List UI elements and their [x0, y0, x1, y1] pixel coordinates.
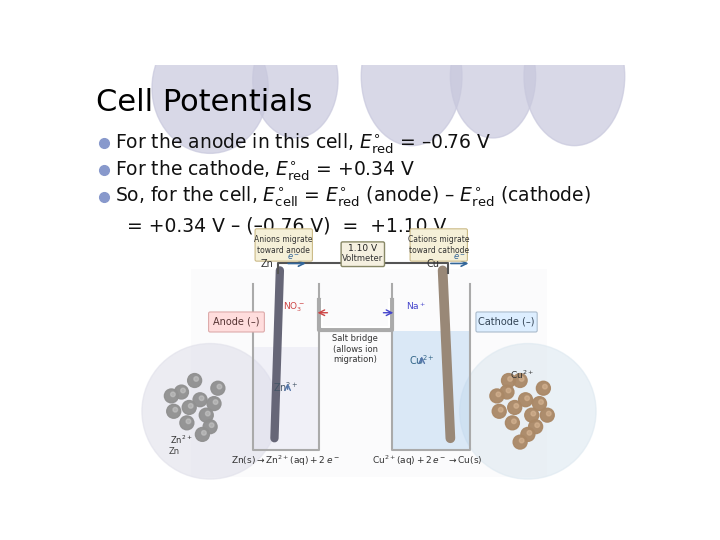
FancyBboxPatch shape — [341, 242, 384, 267]
FancyBboxPatch shape — [392, 330, 469, 450]
Circle shape — [203, 420, 217, 434]
Circle shape — [502, 374, 516, 387]
Circle shape — [173, 408, 178, 412]
Circle shape — [514, 403, 518, 408]
Circle shape — [492, 404, 506, 418]
Text: Zn: Zn — [168, 447, 179, 456]
Text: 1.10 V: 1.10 V — [348, 244, 377, 253]
FancyBboxPatch shape — [191, 269, 547, 477]
Text: $e^-$: $e^-$ — [287, 252, 300, 261]
Circle shape — [180, 416, 194, 430]
Text: Cell Potentials: Cell Potentials — [96, 88, 312, 117]
Circle shape — [210, 423, 214, 428]
Circle shape — [525, 396, 529, 401]
Circle shape — [207, 397, 221, 410]
Text: $\mathrm{Cu}^{2+}\mathrm{(aq)} + 2\,e^- \rightarrow \mathrm{Cu(s)}$: $\mathrm{Cu}^{2+}\mathrm{(aq)} + 2\,e^- … — [372, 453, 482, 468]
Circle shape — [199, 408, 213, 422]
Text: $\mathrm{Zn(s)} \rightarrow \mathrm{Zn}^{2+}\mathrm{(aq)} + 2\,e^-$: $\mathrm{Zn(s)} \rightarrow \mathrm{Zn}^… — [231, 453, 340, 468]
Text: $\mathrm{Cu}^{2+}$: $\mathrm{Cu}^{2+}$ — [510, 369, 534, 381]
Circle shape — [519, 377, 524, 381]
Ellipse shape — [152, 23, 269, 153]
Text: Anions migrate
toward anode: Anions migrate toward anode — [254, 235, 313, 255]
Text: Voltmeter: Voltmeter — [342, 254, 384, 264]
Circle shape — [513, 374, 527, 387]
Circle shape — [164, 389, 179, 403]
Text: $\mathrm{NO_3^-}$: $\mathrm{NO_3^-}$ — [283, 301, 305, 314]
Circle shape — [540, 408, 554, 422]
Circle shape — [546, 411, 551, 416]
Circle shape — [525, 408, 539, 422]
FancyBboxPatch shape — [209, 312, 264, 332]
Circle shape — [512, 419, 516, 423]
Text: $\mathrm{Cu}^{2+}$: $\mathrm{Cu}^{2+}$ — [409, 353, 434, 367]
Circle shape — [171, 392, 175, 397]
Text: So, for the cell, $\mathit{E}^{\circ}_{\mathrm{cell}}$ = $\mathit{E}^{\circ}_{\m: So, for the cell, $\mathit{E}^{\circ}_{\… — [114, 185, 591, 210]
Circle shape — [513, 435, 527, 449]
Circle shape — [543, 384, 547, 389]
Circle shape — [508, 401, 522, 414]
Text: For the cathode, $\mathit{E}^{\circ}_{\mathrm{red}}$ = +0.34 V: For the cathode, $\mathit{E}^{\circ}_{\m… — [114, 158, 415, 183]
Circle shape — [193, 393, 207, 407]
Circle shape — [186, 419, 191, 423]
Ellipse shape — [253, 23, 338, 138]
Circle shape — [459, 343, 596, 479]
Circle shape — [195, 428, 210, 441]
Circle shape — [539, 400, 544, 404]
Circle shape — [533, 397, 546, 410]
Circle shape — [199, 396, 204, 401]
Text: Cathode (–): Cathode (–) — [478, 317, 534, 327]
Circle shape — [536, 381, 550, 395]
Text: $\mathrm{Na^+}$: $\mathrm{Na^+}$ — [406, 300, 426, 312]
Circle shape — [521, 428, 535, 441]
Ellipse shape — [524, 7, 625, 146]
Text: Cations migrate
toward cathode: Cations migrate toward cathode — [408, 235, 469, 255]
Circle shape — [528, 420, 543, 434]
Circle shape — [189, 403, 193, 408]
Text: Cu: Cu — [426, 259, 439, 269]
Text: $\mathrm{Zn}^{2+}$: $\mathrm{Zn}^{2+}$ — [273, 380, 298, 394]
Ellipse shape — [451, 15, 536, 138]
Circle shape — [531, 411, 536, 416]
Text: Salt bridge
(allows ion
migration): Salt bridge (allows ion migration) — [333, 334, 379, 364]
Circle shape — [496, 392, 500, 397]
Circle shape — [181, 388, 185, 393]
Circle shape — [188, 374, 202, 387]
Text: Anode (–): Anode (–) — [213, 317, 260, 327]
Circle shape — [498, 408, 503, 412]
Circle shape — [527, 430, 532, 435]
FancyBboxPatch shape — [410, 229, 467, 261]
Text: For the anode in this cell, $\mathit{E}^{\circ}_{\mathrm{red}}$ = –0.76 V: For the anode in this cell, $\mathit{E}^… — [114, 131, 491, 156]
Circle shape — [202, 430, 206, 435]
Text: = +0.34 V – (–0.76 V)  =  +1.10 V: = +0.34 V – (–0.76 V) = +1.10 V — [114, 217, 446, 236]
Circle shape — [518, 393, 533, 407]
Circle shape — [205, 411, 210, 416]
Circle shape — [505, 416, 519, 430]
Circle shape — [213, 400, 218, 404]
Circle shape — [194, 377, 199, 381]
Ellipse shape — [361, 7, 462, 146]
Text: $\mathrm{Zn}^{2+}$: $\mathrm{Zn}^{2+}$ — [170, 433, 193, 446]
Circle shape — [174, 385, 189, 399]
Circle shape — [535, 423, 539, 428]
Circle shape — [217, 384, 222, 389]
Text: Zn: Zn — [260, 259, 273, 269]
Circle shape — [211, 381, 225, 395]
Text: $e^-$: $e^-$ — [453, 252, 466, 261]
Circle shape — [182, 401, 196, 414]
FancyBboxPatch shape — [255, 229, 312, 261]
Circle shape — [506, 388, 510, 393]
Circle shape — [490, 389, 504, 403]
FancyBboxPatch shape — [253, 347, 319, 450]
Circle shape — [167, 404, 181, 418]
Circle shape — [142, 343, 279, 479]
FancyBboxPatch shape — [476, 312, 537, 332]
Circle shape — [500, 385, 514, 399]
Circle shape — [508, 377, 513, 381]
Circle shape — [519, 438, 524, 443]
